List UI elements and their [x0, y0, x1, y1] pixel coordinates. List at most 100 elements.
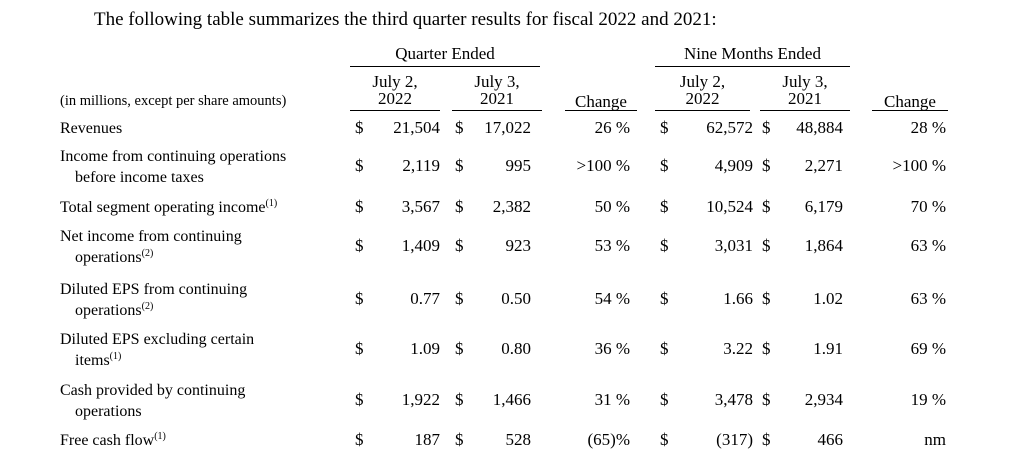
- currency-symbol: $: [455, 390, 464, 409]
- table-cell-q-prev: 528: [505, 430, 532, 449]
- group-header-quarter: Quarter Ended: [395, 44, 495, 63]
- currency-symbol: $: [355, 118, 364, 137]
- table-cell-n-cur: 3,478: [714, 390, 753, 409]
- table-cell-q-change: 36 %: [594, 339, 630, 358]
- col-underline-quarter-2021: [452, 110, 542, 111]
- table-cell-n-change: >100 %: [892, 156, 947, 175]
- table-cell-n-prev: 1.02: [813, 289, 843, 308]
- table-cell-q-cur: 2,119: [402, 156, 440, 175]
- table-cell-q-cur: 3,567: [401, 197, 440, 216]
- currency-symbol: $: [660, 390, 669, 409]
- table-cell-n-prev: 466: [817, 430, 844, 449]
- currency-symbol: $: [762, 118, 771, 137]
- currency-symbol: $: [660, 156, 669, 175]
- table-cell-q-cur: 1.09: [410, 339, 440, 358]
- table-cell-n-change: 70 %: [910, 197, 946, 216]
- table-cell-n-change: 69 %: [910, 339, 946, 358]
- table-cell-n-cur: 62,572: [706, 118, 753, 137]
- row-label-text: Income from continuing operations: [60, 148, 287, 165]
- currency-symbol: $: [455, 236, 464, 255]
- group-header-nine-months: Nine Months Ended: [684, 44, 821, 63]
- currency-symbol: $: [455, 289, 464, 308]
- table-cell-n-change: 28 %: [910, 118, 946, 137]
- footnote-marker: (1): [265, 198, 278, 209]
- currency-symbol: $: [660, 236, 669, 255]
- currency-symbol: $: [355, 236, 364, 255]
- table-cell-n-prev: 1.91: [813, 339, 843, 358]
- footnote-marker: (2): [141, 301, 154, 312]
- table-cell-q-change: 53 %: [594, 236, 630, 255]
- table-cell-n-prev: 2,934: [804, 390, 843, 409]
- intro-text: The following table summarizes the third…: [94, 9, 717, 30]
- row-label-line: Revenues: [60, 118, 122, 139]
- table-cell-n-prev: 48,884: [796, 118, 843, 137]
- currency-symbol: $: [762, 156, 771, 175]
- table-cell-q-prev: 17,022: [484, 118, 531, 137]
- table-cell-q-cur: 21,504: [393, 118, 440, 137]
- row-label-line: Income from continuing operations: [60, 146, 286, 167]
- row-label-line: Free cash flow(1): [60, 430, 166, 451]
- row-label-line: before income taxes: [60, 167, 286, 188]
- currency-symbol: $: [660, 118, 669, 137]
- group-underline-quarter: [350, 66, 540, 67]
- table-cell-q-prev: 923: [505, 236, 532, 255]
- col-header-quarter-2021-line1: July 3,: [474, 72, 520, 91]
- table-cell-q-change: >100 %: [576, 156, 631, 175]
- col-header-nine-2022-line2: 2022: [685, 89, 720, 108]
- currency-symbol: $: [355, 339, 364, 358]
- row-label: Cash provided by continuing operations: [60, 380, 245, 422]
- col-header-nine-2021-line1: July 3,: [782, 72, 828, 91]
- row-label-line: Diluted EPS excluding certain: [60, 329, 254, 350]
- row-label-text: operations: [75, 302, 142, 319]
- currency-symbol: $: [660, 339, 669, 358]
- currency-symbol: $: [762, 390, 771, 409]
- row-label: Revenues: [60, 118, 122, 139]
- row-label-text: Revenues: [60, 120, 123, 137]
- currency-symbol: $: [762, 430, 771, 449]
- footnote-marker: (1): [154, 431, 166, 442]
- row-label-text: before income taxes: [75, 169, 204, 186]
- row-label-text: items: [75, 352, 110, 369]
- table-cell-q-change: 26 %: [594, 118, 630, 137]
- row-label: Free cash flow(1): [60, 430, 166, 451]
- col-header-nine-2021-line2: 2021: [788, 89, 822, 108]
- currency-symbol: $: [762, 339, 771, 358]
- col-header-quarter-2022-line1: July 2,: [372, 72, 418, 91]
- row-label-line: Cash provided by continuing: [60, 380, 245, 401]
- table-cell-n-prev: 1,864: [804, 236, 843, 255]
- currency-symbol: $: [455, 118, 464, 137]
- row-label-line: Net income from continuing: [60, 226, 242, 247]
- col-header-quarter-2022: July 2, 2022: [350, 73, 440, 107]
- row-label-text: Cash provided by continuing: [60, 382, 246, 399]
- footnote-marker: (2): [141, 248, 154, 259]
- table-cell-q-change: 31 %: [594, 390, 630, 409]
- col-underline-nine-2022: [655, 110, 750, 111]
- col-underline-nine-change: [872, 110, 948, 111]
- row-label-line: operations(2): [60, 300, 247, 321]
- row-label-text: Total segment operating income: [60, 199, 266, 216]
- table-cell-q-prev: 995: [505, 156, 532, 175]
- table-cell-q-prev: 1,466: [492, 390, 531, 409]
- col-header-nine-2022-line1: July 2,: [679, 72, 726, 91]
- units-label: (in millions, except per share amounts): [60, 93, 287, 109]
- currency-symbol: $: [355, 289, 364, 308]
- row-label: Diluted EPS excluding certain items(1): [60, 329, 254, 371]
- col-header-nine-2021: July 3, 2021: [760, 73, 850, 107]
- table-cell-q-change: (65)%: [587, 430, 630, 449]
- currency-symbol: $: [455, 339, 464, 358]
- table-cell-n-change: 19 %: [910, 390, 946, 409]
- table-cell-n-cur: 3,031: [714, 236, 753, 255]
- currency-symbol: $: [762, 289, 771, 308]
- row-label-text: Diluted EPS excluding certain: [60, 331, 255, 348]
- col-header-quarter-2021: July 3, 2021: [452, 73, 542, 107]
- row-label: Net income from continuing operations(2): [60, 226, 242, 268]
- footnote-marker: (1): [109, 351, 122, 362]
- row-label-line: operations: [60, 401, 245, 422]
- currency-symbol: $: [355, 156, 364, 175]
- row-label-text: operations: [75, 403, 142, 420]
- currency-symbol: $: [762, 236, 771, 255]
- row-label-text: Free cash flow: [60, 432, 155, 449]
- table-cell-n-prev: 6,179: [804, 197, 843, 216]
- col-header-quarter-change: Change: [575, 92, 627, 111]
- table-cell-n-cur: 4,909: [714, 156, 753, 175]
